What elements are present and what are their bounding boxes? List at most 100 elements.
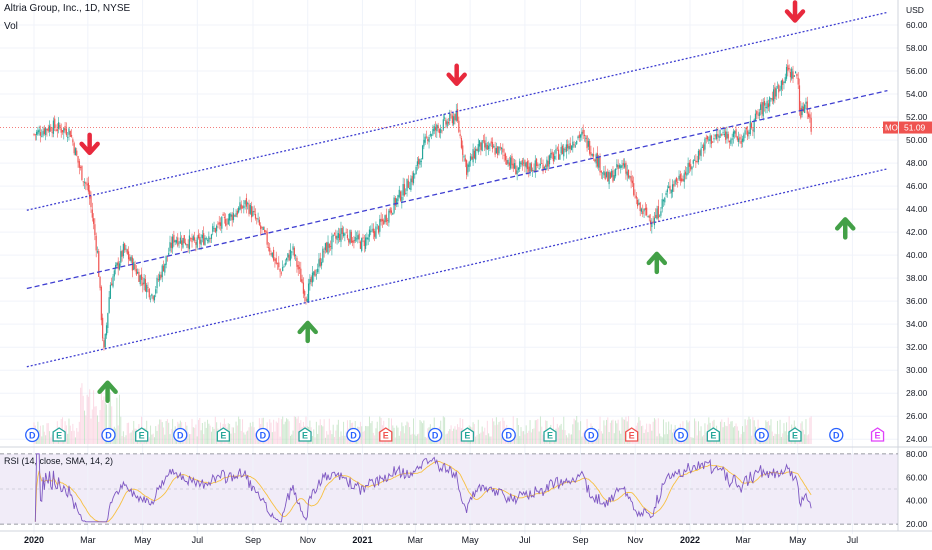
volume-bar [494,425,496,444]
candle-body [73,143,75,154]
volume-bar [499,421,501,444]
event-marker-label: D [833,431,840,441]
candle-body [437,125,439,129]
volume-bar [576,416,578,444]
volume-bar [273,419,275,444]
candle-body [793,75,795,77]
candle-body [425,136,428,138]
candle-body [361,238,363,251]
candle-body [181,240,183,245]
candle-body [249,204,251,214]
volume-bar [296,418,298,444]
candle-body [56,129,58,131]
volume-bar [615,420,617,444]
arrow-up-icon [835,217,856,240]
volume-bar [583,430,585,444]
candle-body [409,188,411,190]
volume-bar [558,427,560,444]
volume-bar [409,427,411,444]
volume-bar [322,426,324,444]
volume-bar [537,418,539,444]
candle-body [516,170,518,175]
candle-body [225,218,227,226]
candle-body [652,221,654,224]
candle-body [717,133,719,137]
volume-bar [524,434,526,444]
earnings-marker-shape [52,427,66,442]
volume-bar [38,430,40,444]
candle-body [295,255,297,256]
volume-bar [95,406,97,444]
volume-bar [194,427,196,444]
candle-body [177,237,179,246]
candle-body [802,106,804,112]
candle-body [662,199,665,202]
candle-body [486,144,488,150]
candle-body [598,156,600,168]
volume-bar [277,422,279,444]
candle-body [594,159,596,162]
volume-bar [650,424,652,444]
candle-body [235,213,237,218]
volume-bar [563,416,565,444]
volume-bar [359,421,361,444]
candle-body [542,164,544,172]
volume-bar [328,418,330,444]
candle-body [478,140,481,147]
candle-body [188,235,191,249]
candle-body [806,101,808,114]
candle-body [581,131,583,136]
volume-bar [668,421,670,444]
candle-body [95,235,97,251]
volume-bar [236,425,238,444]
candle-body [311,272,314,283]
volume-bar [253,427,255,444]
candle-body [41,135,43,137]
candle-body [700,148,702,157]
volume-bar [653,418,655,444]
candle-body [719,134,722,136]
volume-bar [71,431,73,444]
dividend-marker-circle [346,427,361,443]
channel-line-lower [26,168,888,368]
candle-body [387,220,389,221]
candle-body [644,208,646,210]
volume-bar [561,429,563,444]
last-price-tag [899,121,932,134]
candle-body [384,215,386,223]
candle-body [552,153,554,162]
y-tick-label: 48.00 [906,158,928,168]
y-tick-label: 54.00 [906,89,928,99]
volume-bar [315,421,317,444]
x-tick-label: May [789,535,807,545]
volume-bar [278,417,280,444]
candle-body [445,119,447,125]
volume-bar [117,425,119,444]
volume-bar [128,422,130,444]
candle-body [187,244,189,248]
volume-bar [205,427,207,444]
candle-body [275,258,277,264]
x-tick-label: Sep [573,535,589,545]
dividend-marker: D [501,427,516,443]
earnings-marker: E [543,427,557,442]
volume-bar [208,423,210,444]
candle-body [432,129,434,135]
candle-body [112,276,114,287]
volume-bar [419,420,421,444]
volume-bar [475,436,477,444]
candle-body [537,164,539,166]
candle-body [659,215,661,217]
candle-body [683,173,685,182]
candle-body [388,210,390,223]
candle-body [557,149,560,160]
volume-bar [411,433,413,444]
volume-bar [453,428,455,444]
volume-bar [157,424,159,444]
volume-bar [611,420,613,444]
arrow-up-icon [97,380,118,404]
x-tick-label: May [462,535,480,545]
candle-body [284,262,286,266]
arrow-up-icon [297,320,318,344]
candle-body [144,279,146,292]
